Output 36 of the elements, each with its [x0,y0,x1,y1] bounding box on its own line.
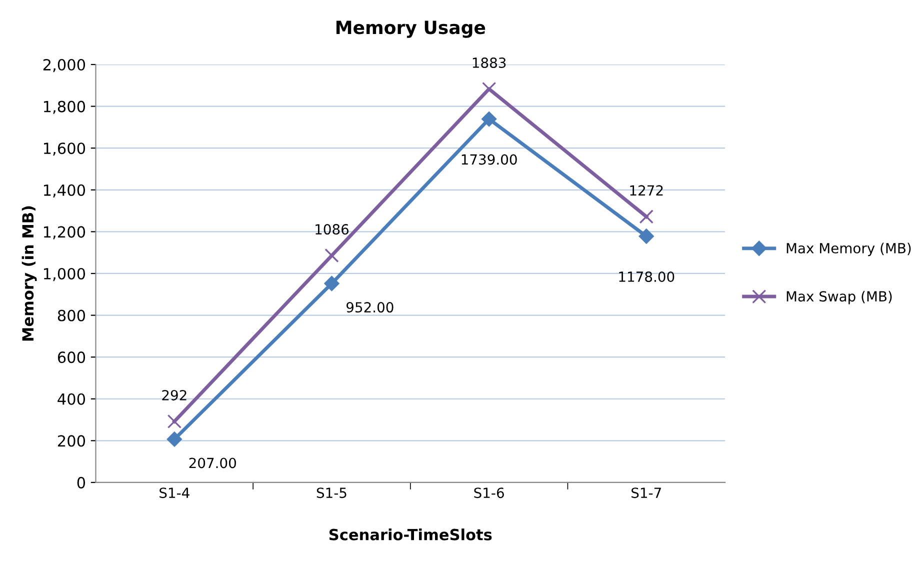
y-tick-label: 800 [58,310,86,322]
chart-title: Memory Usage [336,20,486,38]
x-tick-label: S1-5 [316,488,346,498]
y-tick-label: 2,000 [43,58,86,72]
point [166,432,182,447]
y-tick-label: 200 [58,435,86,447]
y-tick-label: 0 [77,476,86,488]
y-tick-label: 1,200 [44,226,86,240]
legend-label: Max Memory (MB) [786,242,911,256]
data-label: 207.00 [189,458,236,468]
point [638,228,654,244]
point [481,111,497,127]
y-tick-label: 1,800 [44,100,86,114]
data-label: 1086 [316,224,349,235]
y-tick-label: 600 [58,352,86,364]
x-tick-label: S1-6 [474,488,504,498]
data-label: 292 [162,390,186,400]
x-tick-label: S1-4 [160,488,190,498]
y-tick-label: 1,400 [44,184,86,198]
data-label: 1883 [472,57,506,68]
y-tick-label: 1,000 [44,268,86,282]
point [324,248,339,263]
data-label: 1178.00 [619,271,674,282]
y-tick-label: 1,600 [44,142,86,156]
data-label: 1739.00 [462,154,517,165]
y-tick-label: 400 [58,393,86,405]
point [639,210,654,224]
point [482,82,496,96]
x-axis-title: Scenario-TimeSlots [329,528,492,540]
data-label: 1272 [630,185,663,196]
point [167,414,182,429]
point [324,276,340,292]
legend-label: Max Swap (MB) [786,290,892,304]
data-label: 952.00 [346,302,394,313]
x-tick-label: S1-7 [632,488,661,498]
y-axis-title: Memory (in MB) [22,206,37,341]
